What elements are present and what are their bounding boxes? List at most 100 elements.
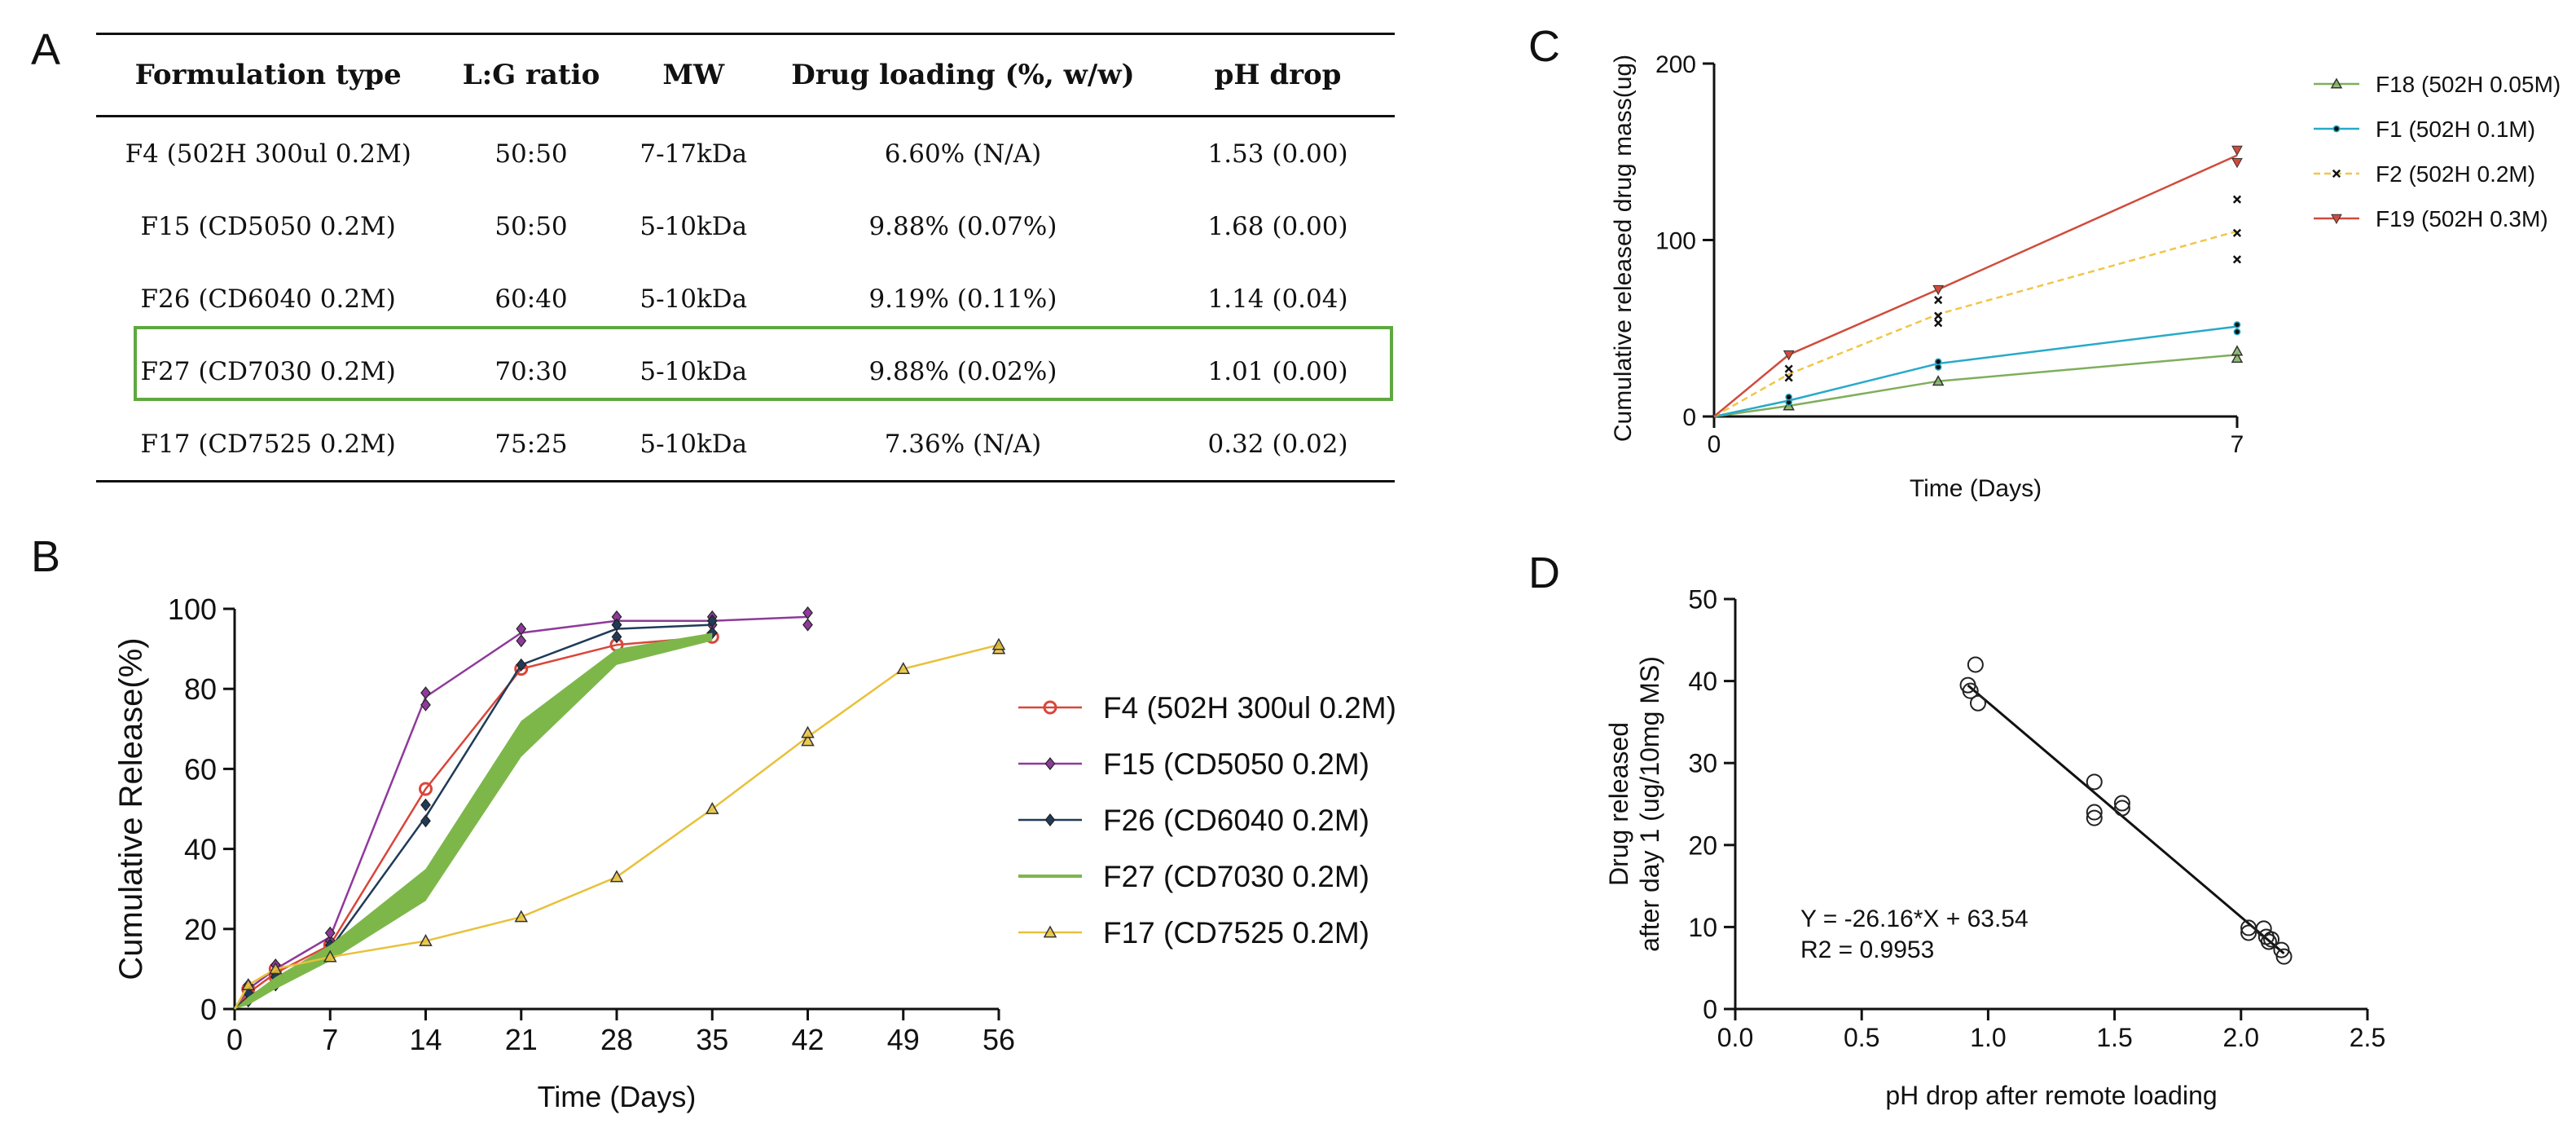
y-tick-label: 100 <box>168 593 217 626</box>
series-3 <box>235 632 713 1009</box>
legend-label: F19 (502H 0.3M) <box>2376 206 2548 231</box>
data-point <box>2275 948 2292 965</box>
x-tick-label: 56 <box>982 1023 1015 1056</box>
x-tick-label: 0.5 <box>1844 1023 1879 1052</box>
series-line <box>1713 353 2238 418</box>
data-point <box>2260 933 2277 950</box>
data-point <box>268 962 283 975</box>
data-point <box>611 630 622 644</box>
series-line <box>1713 325 2238 418</box>
y-axis-title: Cumulative Release(%) <box>113 637 149 980</box>
table-cell: 50:50 <box>495 139 568 169</box>
data-point <box>2263 931 2280 948</box>
legend-marker <box>1044 757 1056 770</box>
data-point <box>1783 350 1795 361</box>
table-cell: 50:50 <box>495 211 568 241</box>
legend-entry <box>2314 77 2359 89</box>
x-tick-label: 7 <box>322 1023 338 1056</box>
x-tick-label: 2.0 <box>2223 1023 2259 1052</box>
table-cell: 5-10kDa <box>622 408 765 482</box>
data-point <box>611 618 622 632</box>
table-row: F26 (CD6040 0.2M) 60:40 5-10kDa 9.19% (0… <box>96 262 1395 335</box>
x-tick-label: 49 <box>887 1023 920 1056</box>
legend-marker <box>2330 77 2343 89</box>
y-tick-label: 0 <box>200 993 217 1026</box>
table-cell: 1.53 (0.00) <box>1207 139 1348 169</box>
data-point <box>2231 157 2243 169</box>
legend-label: F1 (502H 0.1M) <box>2376 117 2535 142</box>
legend-marker <box>2331 214 2342 225</box>
x-axis-title: Time (Days) <box>1910 475 2042 502</box>
legend-entry <box>1018 813 1082 826</box>
table-cell: 1.14 (0.04) <box>1207 284 1348 314</box>
series-2 <box>1713 195 2242 418</box>
data-point <box>419 782 433 796</box>
x-tick-label: 14 <box>409 1023 442 1056</box>
table-cell: F27 (CD7030 0.2M) <box>140 356 396 386</box>
x-tick-label: 21 <box>505 1023 538 1056</box>
data-point <box>2232 255 2242 264</box>
data-point <box>2086 773 2103 791</box>
data-point <box>420 798 431 812</box>
regression-equation: Y = -26.16*X + 63.54 <box>1800 905 2029 932</box>
legend-label: F18 (502H 0.05M) <box>2376 72 2561 97</box>
x-tick-label: 1.0 <box>1970 1023 2006 1052</box>
data-point <box>801 734 815 747</box>
table-cell: F4 (502H 300ul 0.2M) <box>125 139 411 169</box>
header-lg-ratio: L:G ratio <box>440 33 622 117</box>
y-tick-label: 50 <box>1688 585 1717 615</box>
legend-entry <box>1018 757 1082 770</box>
x-tick-label: 0.0 <box>1717 1023 1753 1052</box>
data-point <box>2240 924 2257 941</box>
data-point <box>1934 311 1943 320</box>
data-point <box>801 725 815 738</box>
x-tick-label: 35 <box>696 1023 728 1056</box>
header-ph-drop: pH drop <box>1161 33 1395 117</box>
r-squared-label: R2 = 0.9953 <box>1800 936 1934 963</box>
data-point <box>1784 364 1793 373</box>
table-cell: F15 (CD5050 0.2M) <box>140 211 396 241</box>
legend-entry <box>1018 925 1082 938</box>
legend-marker <box>2332 125 2341 133</box>
series-line <box>233 643 1000 1010</box>
table-cell: 0.32 (0.02) <box>1161 408 1395 482</box>
data-point <box>2113 800 2130 817</box>
y-axis-title: Cumulative released drug mass(ug) <box>1610 55 1637 442</box>
legend-label: F17 (CD7525 0.2M) <box>1103 916 1369 950</box>
x-tick-label: 1.5 <box>2096 1023 2132 1052</box>
table-cell: 5-10kDa <box>640 356 748 386</box>
legend-marker <box>1044 813 1056 826</box>
data-point <box>802 606 813 619</box>
data-point <box>1967 656 1984 673</box>
table-cell: 5-10kDa <box>640 211 748 241</box>
y-tick-label: 80 <box>184 672 217 706</box>
y-tick-label: 200 <box>1655 51 1696 78</box>
data-point <box>2086 804 2103 821</box>
legend-entry <box>2314 125 2359 133</box>
series-0 <box>1713 345 2244 418</box>
table-cell: 7.36% (N/A) <box>764 408 1162 482</box>
table-cell: 1.68 (0.00) <box>1207 211 1348 241</box>
table-cell: F26 (CD6040 0.2M) <box>140 284 396 314</box>
x-axis-title: pH drop after remote loading <box>1885 1081 2217 1110</box>
y-tick-label: 30 <box>1688 749 1717 778</box>
y-tick-label: 0 <box>1703 995 1717 1024</box>
data-point <box>420 698 431 712</box>
table-cell: 9.19% (0.11%) <box>868 284 1057 314</box>
data-point <box>2086 809 2103 826</box>
legend-entry <box>2314 169 2359 178</box>
table-cell: 6.60% (N/A) <box>884 139 1042 169</box>
legend-label: F26 (CD6040 0.2M) <box>1103 804 1369 837</box>
panel-label-c: C <box>1528 22 1560 71</box>
y-tick-label: 10 <box>1688 913 1717 942</box>
series-4 <box>233 637 1006 1010</box>
table-cell: 5-10kDa <box>640 284 748 314</box>
x-tick-label: 28 <box>600 1023 633 1056</box>
header-drug-loading: Drug loading (%, w/w) <box>764 33 1162 117</box>
table-cell: 9.88% (0.02%) <box>868 356 1057 386</box>
table-header-row: Formulation type L:G ratio MW Drug loadi… <box>96 33 1395 117</box>
table-cell: F17 (CD7525 0.2M) <box>96 408 441 482</box>
data-point <box>706 614 718 628</box>
data-point <box>419 933 433 946</box>
y-tick-label: 100 <box>1655 227 1696 254</box>
